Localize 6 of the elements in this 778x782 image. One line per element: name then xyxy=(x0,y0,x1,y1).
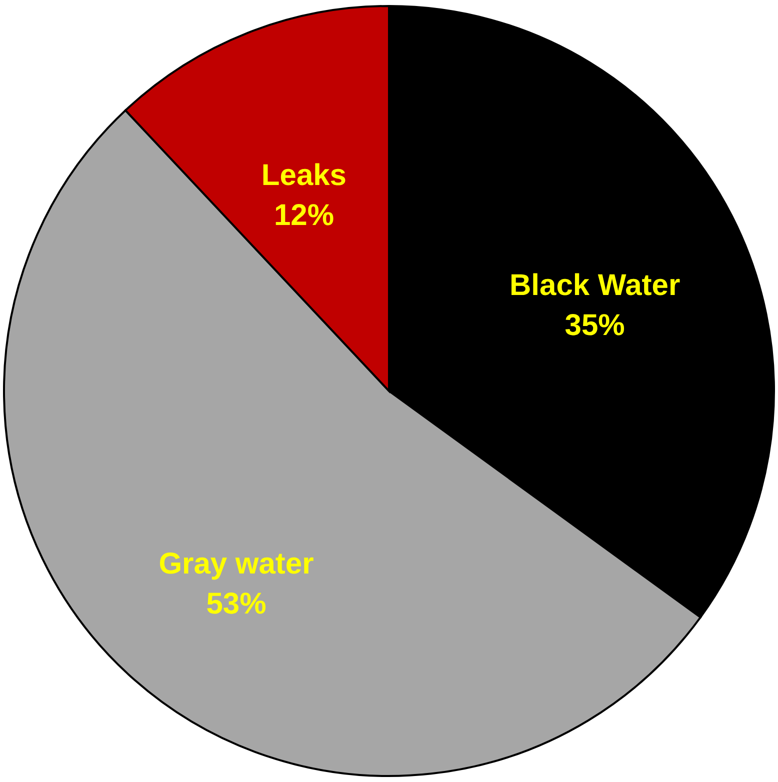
data-label: 35% xyxy=(564,309,625,342)
slice-label: Leaks xyxy=(261,159,346,192)
data-label: 12% xyxy=(274,199,334,232)
data-label: 53% xyxy=(206,587,266,620)
slice-label: Gray water xyxy=(158,547,314,580)
slice-label: Black Water xyxy=(510,269,680,302)
